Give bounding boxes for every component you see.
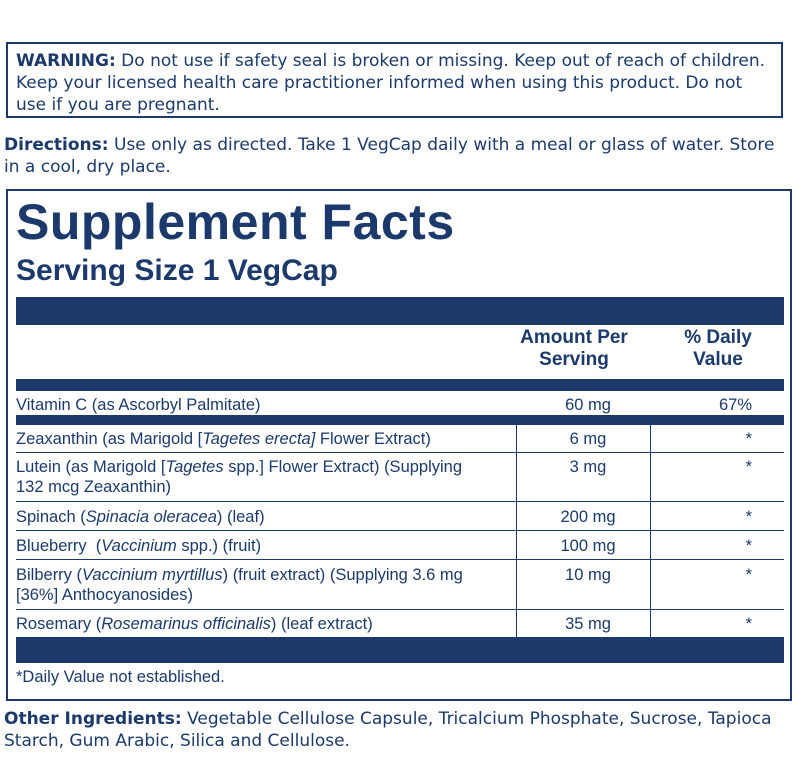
footnote: *Daily Value not established.	[16, 668, 225, 686]
row-spinach-post: ) (leaf)	[216, 508, 265, 526]
row-spinach-amount: 200 mg	[560, 508, 616, 526]
row-zeaxanthin: Zeaxanthin (as Marigold [Tagetes erecta]…	[16, 429, 431, 449]
row-blueberry-dv: *	[745, 537, 752, 555]
header-bar-lower	[16, 415, 784, 425]
row-rosemary: Rosemary (Rosemarinus officinalis) (leaf…	[16, 614, 373, 634]
row-vitamin-c-dv: 67%	[718, 396, 752, 414]
row-spinach: Spinach (Spinacia oleracea) (leaf)	[16, 507, 265, 527]
row-bilberry-post: ) (fruit extract) (Supplying 3.6 mg	[222, 566, 463, 584]
amount-per-serving-header: Amount Per Serving	[504, 327, 644, 371]
row-bilberry: Bilberry (Vaccinium myrtillus) (fruit ex…	[16, 565, 463, 605]
dv-header-line2: Value	[693, 349, 743, 370]
row-divider	[16, 559, 784, 560]
directions-text: Use only as directed. Take 1 VegCap dail…	[4, 135, 775, 177]
row-rosemary-pre: Rosemary (	[16, 615, 102, 633]
other-ingredients: Other Ingredients: Vegetable Cellulose C…	[4, 708, 794, 752]
row-divider	[16, 501, 784, 502]
row-zeaxanthin-latin: Tagetes erecta]	[202, 430, 316, 448]
row-blueberry-amount: 100 mg	[560, 537, 616, 555]
row-lutein-latin: Tagetes	[165, 458, 224, 476]
warning-text: Do not use if safety seal is broken or m…	[16, 51, 766, 115]
row-blueberry: Blueberry (Vaccinium spp.) (fruit)	[16, 536, 261, 556]
row-blueberry-latin: Vaccinium	[101, 537, 177, 555]
row-rosemary-latin: Rosemarinus officinalis	[101, 615, 271, 633]
warning-label: WARNING:	[16, 51, 116, 71]
row-divider	[16, 609, 784, 610]
dv-header-line1: % Daily	[684, 327, 752, 348]
row-lutein-post: spp.] Flower Extract) (Supplying	[223, 458, 463, 476]
other-ingredients-text: Vegetable Cellulose Capsule, Tricalcium …	[4, 709, 772, 751]
row-zeaxanthin-amount: 6 mg	[569, 430, 607, 448]
row-bilberry-dv: *	[745, 566, 752, 584]
row-spinach-pre: Spinach (	[16, 508, 86, 526]
amount-header-line2: Serving	[539, 349, 609, 370]
column-divider-amount	[516, 425, 517, 637]
facts-title: Supplement Facts	[16, 194, 455, 250]
header-bar-top	[16, 297, 784, 325]
row-zeaxanthin-post: Flower Extract)	[315, 430, 431, 448]
row-lutein: Lutein (as Marigold [Tagetes spp.] Flowe…	[16, 457, 462, 497]
footer-bar	[16, 637, 784, 663]
column-divider-dv	[650, 425, 651, 637]
row-bilberry-latin: Vaccinium myrtillus	[82, 566, 223, 584]
row-zeaxanthin-dv: *	[745, 430, 752, 448]
row-spinach-dv: *	[745, 508, 752, 526]
row-divider	[16, 530, 784, 531]
row-bilberry-line2: [36%] Anthocyanosides)	[16, 586, 194, 604]
amount-header-line1: Amount Per	[520, 327, 628, 348]
row-lutein-dv: *	[745, 458, 752, 476]
supplement-facts-panel: Supplement Facts Serving Size 1 VegCap A…	[6, 189, 792, 701]
row-rosemary-dv: *	[745, 615, 752, 633]
header-bar-mid	[16, 379, 784, 391]
row-zeaxanthin-pre: Zeaxanthin (as Marigold [	[16, 430, 203, 448]
row-vitamin-c: Vitamin C (as Ascorbyl Palmitate)	[16, 396, 261, 414]
row-rosemary-amount: 35 mg	[565, 615, 611, 633]
daily-value-header: % Daily Value	[668, 327, 768, 371]
directions: Directions: Use only as directed. Take 1…	[4, 134, 789, 178]
row-lutein-amount: 3 mg	[569, 458, 607, 476]
row-lutein-pre: Lutein (as Marigold [	[16, 458, 166, 476]
serving-size: Serving Size 1 VegCap	[16, 254, 338, 287]
directions-label: Directions:	[4, 135, 109, 155]
row-vitamin-c-amount: 60 mg	[565, 396, 611, 414]
row-rosemary-post: ) (leaf extract)	[270, 615, 373, 633]
row-bilberry-pre: Bilberry (	[16, 566, 83, 584]
row-bilberry-amount: 10 mg	[565, 566, 611, 584]
row-blueberry-post: spp.) (fruit)	[176, 537, 262, 555]
row-divider	[16, 452, 784, 453]
row-lutein-line2: 132 mcg Zeaxanthin)	[16, 478, 172, 496]
other-ingredients-label: Other Ingredients:	[4, 709, 182, 729]
row-blueberry-pre: Blueberry (	[16, 537, 102, 555]
row-spinach-latin: Spinacia oleracea	[85, 508, 217, 526]
warning-box: WARNING: Do not use if safety seal is br…	[6, 42, 783, 118]
